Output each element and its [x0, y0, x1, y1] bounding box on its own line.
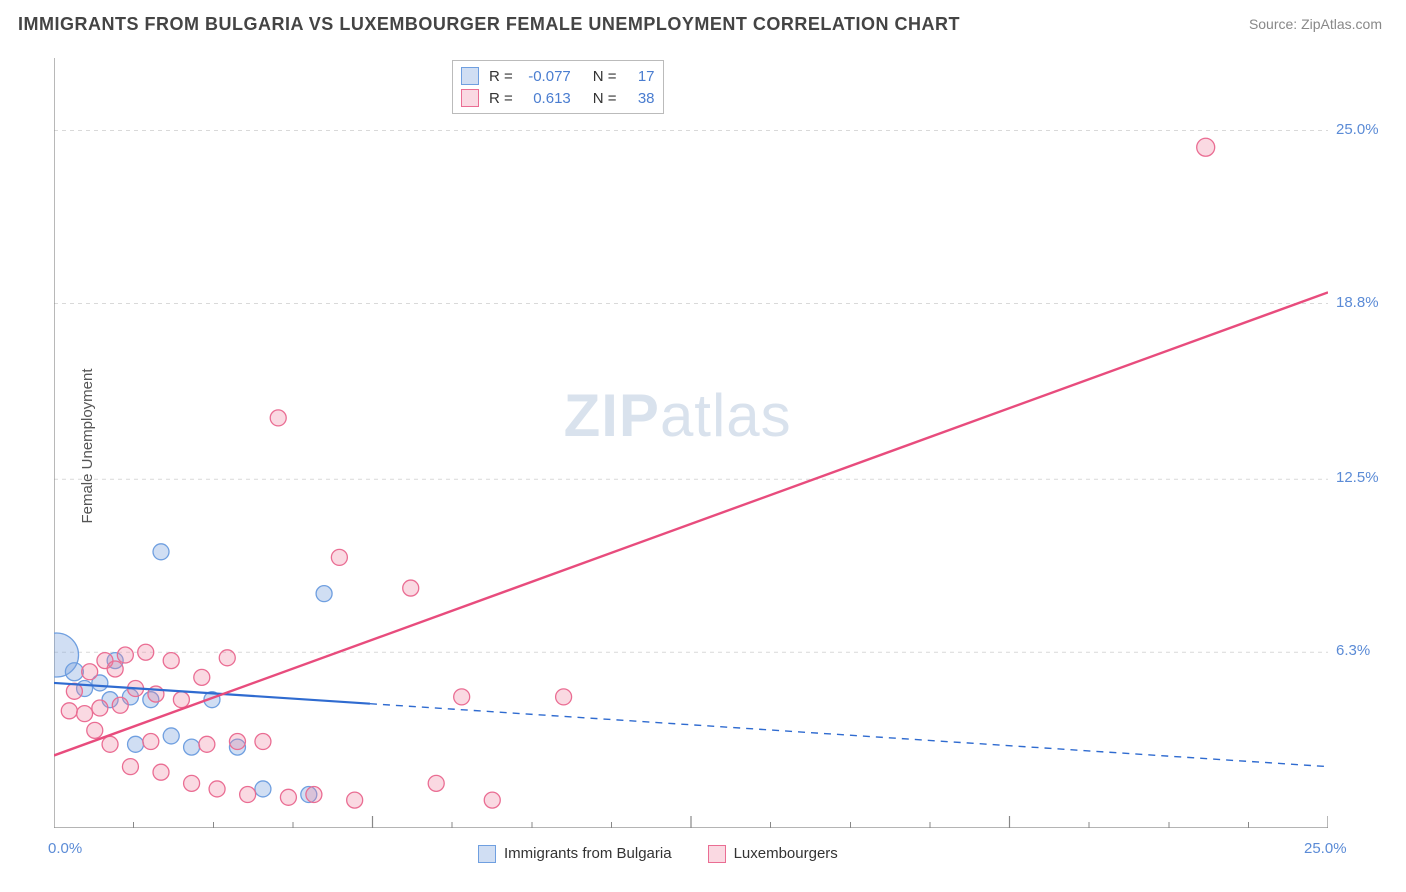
x-axis-legend: Immigrants from Bulgaria Luxembourgers: [478, 845, 838, 863]
stats-row-bulgaria: R = -0.077N = 17: [461, 65, 655, 87]
x-min-label: 0.0%: [48, 840, 82, 857]
swatch-bulgaria: [461, 67, 479, 85]
stats-legend-box: R = -0.077N = 17R = 0.613N = 38: [452, 60, 664, 114]
y-tick-label: 6.3%: [1336, 642, 1370, 659]
n-value-luxembourg: 38: [627, 90, 655, 107]
y-tick-label: 12.5%: [1336, 469, 1379, 486]
chart-container: IMMIGRANTS FROM BULGARIA VS LUXEMBOURGER…: [0, 0, 1406, 892]
r-value-bulgaria: -0.077: [523, 68, 571, 85]
x-max-label: 25.0%: [1304, 840, 1347, 857]
stats-row-luxembourg: R = 0.613N = 38: [461, 87, 655, 109]
legend-item-bulgaria: Immigrants from Bulgaria: [478, 845, 672, 863]
y-tick-label: 25.0%: [1336, 121, 1379, 138]
source-label: Source: ZipAtlas.com: [1249, 16, 1382, 32]
swatch-luxembourg: [461, 89, 479, 107]
legend-swatch-luxembourg: [708, 845, 726, 863]
chart-title: IMMIGRANTS FROM BULGARIA VS LUXEMBOURGER…: [18, 14, 960, 35]
legend-item-luxembourg: Luxembourgers: [708, 845, 838, 863]
legend-label-luxembourg: Luxembourgers: [734, 845, 838, 862]
n-value-bulgaria: 17: [627, 68, 655, 85]
legend-label-bulgaria: Immigrants from Bulgaria: [504, 845, 672, 862]
legend-swatch-bulgaria: [478, 845, 496, 863]
r-value-luxembourg: 0.613: [523, 90, 571, 107]
scatter-plot: [54, 58, 1328, 828]
y-tick-label: 18.8%: [1336, 294, 1379, 311]
